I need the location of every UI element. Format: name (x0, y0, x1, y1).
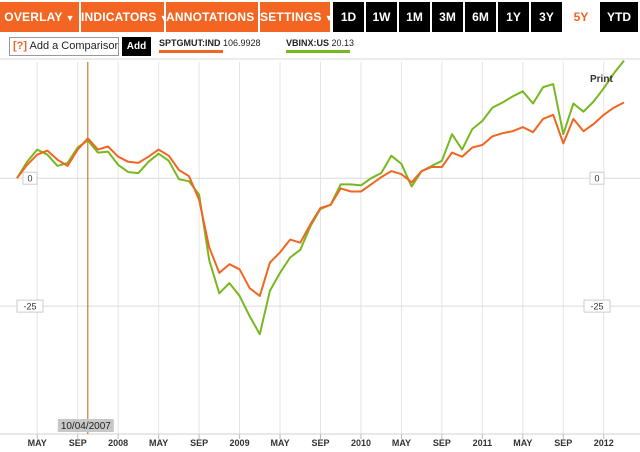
x-tick-label: 2011 (473, 438, 493, 448)
price-chart[interactable]: 0 0-25 -25 MAY SEP 2008 MAY SEP 2009 MAY SEP 2010 M… (0, 58, 640, 452)
chevron-down-icon: ▼ (324, 13, 334, 23)
settings-menu-label: SETTINGS (260, 10, 322, 24)
y-tick-label-left: 0 (27, 174, 32, 184)
overlay-menu-button[interactable]: OVERLAY ▼ (0, 2, 79, 32)
range-button-1m[interactable]: 1M (399, 2, 430, 32)
legend-ticker: SPTGMUT:IND (159, 38, 221, 48)
toolbar: OVERLAY▼ INDICATORS▼ ANNOTATIONS▼ SETTIN… (0, 0, 640, 35)
range-button-3y[interactable]: 3Y (531, 2, 562, 32)
x-tick-label: 2010 (351, 438, 371, 448)
range-button-6m[interactable]: 6M (465, 2, 496, 32)
series-layer (16, 59, 625, 336)
legend-swatch-green (286, 50, 350, 53)
range-button-1y[interactable]: 1Y (498, 2, 529, 32)
add-comparison-input[interactable]: [?] Add a Comparison (9, 37, 119, 56)
help-icon[interactable]: [?] (13, 40, 28, 52)
x-tick-label: SEP (69, 438, 87, 448)
y-tick-label-right: -25 (590, 302, 603, 312)
x-tick-label: MAY (28, 438, 47, 448)
indicators-menu-button[interactable]: INDICATORS ▼ (81, 2, 168, 32)
x-tick-label: SEP (190, 438, 208, 448)
add-comparison-button[interactable]: Add (122, 37, 151, 56)
crosshair-date-label: 10/04/2007 (57, 419, 114, 432)
x-tick-label: 2008 (108, 438, 128, 448)
legend-ticker: VBINX:US (286, 38, 330, 48)
chevron-down-icon: ▼ (159, 13, 169, 23)
indicators-menu-label: INDICATORS (81, 10, 157, 24)
range-button-ytd[interactable]: YTD (600, 2, 638, 32)
x-tick-label: MAY (149, 438, 168, 448)
x-tick-label: MAY (392, 438, 411, 448)
legend-item-vbinx: VBINX:US 20.13 (286, 38, 376, 53)
overlay-menu-label: OVERLAY (4, 10, 63, 24)
add-comparison-label: Add a Comparison (29, 40, 119, 52)
legend-value: 20.13 (331, 38, 355, 48)
y-tick-label-box (583, 299, 611, 313)
range-button-5y[interactable]: 5Y (564, 2, 598, 32)
series-line-sptgmut-ind (16, 101, 625, 297)
print-link[interactable]: Print (590, 74, 613, 85)
chart-grid (0, 62, 640, 439)
y-axis-labels: 0 0 -25 -25 (16, 171, 611, 313)
legend-item-sptgmut: SPTGMUT:IND 106.9928 (159, 38, 269, 53)
chevron-down-icon: ▼ (65, 13, 75, 23)
y-tick-label-box (589, 171, 605, 185)
annotations-menu-label: ANNOTATIONS (166, 10, 255, 24)
crosshair-date-text: 10/04/2007 (61, 421, 111, 432)
range-button-1w[interactable]: 1W (366, 2, 397, 32)
x-tick-label: SEP (554, 438, 572, 448)
x-tick-label: SEP (311, 438, 329, 448)
range-button-3m[interactable]: 3M (432, 2, 463, 32)
x-tick-label: 2009 (230, 438, 250, 448)
x-tick-label: MAY (270, 438, 289, 448)
y-tick-label-right: 0 (594, 174, 599, 184)
x-tick-label: 2012 (594, 438, 614, 448)
y-tick-label-box (16, 299, 44, 313)
legend-swatch-orange (159, 50, 223, 53)
legend-value: 106.9928 (223, 38, 261, 48)
x-tick-label: MAY (513, 438, 532, 448)
y-tick-label-left: -25 (23, 302, 36, 312)
settings-menu-button[interactable]: SETTINGS ▼ (260, 2, 334, 32)
y-tick-label-box (22, 171, 38, 185)
x-axis-labels: MAY SEP 2008 MAY SEP 2009 MAY SEP 2010 MAY SEP 2011… (28, 438, 614, 448)
annotations-menu-button[interactable]: ANNOTATIONS▼ (166, 2, 266, 32)
x-tick-label: SEP (433, 438, 451, 448)
range-button-1d[interactable]: 1D (333, 2, 364, 32)
